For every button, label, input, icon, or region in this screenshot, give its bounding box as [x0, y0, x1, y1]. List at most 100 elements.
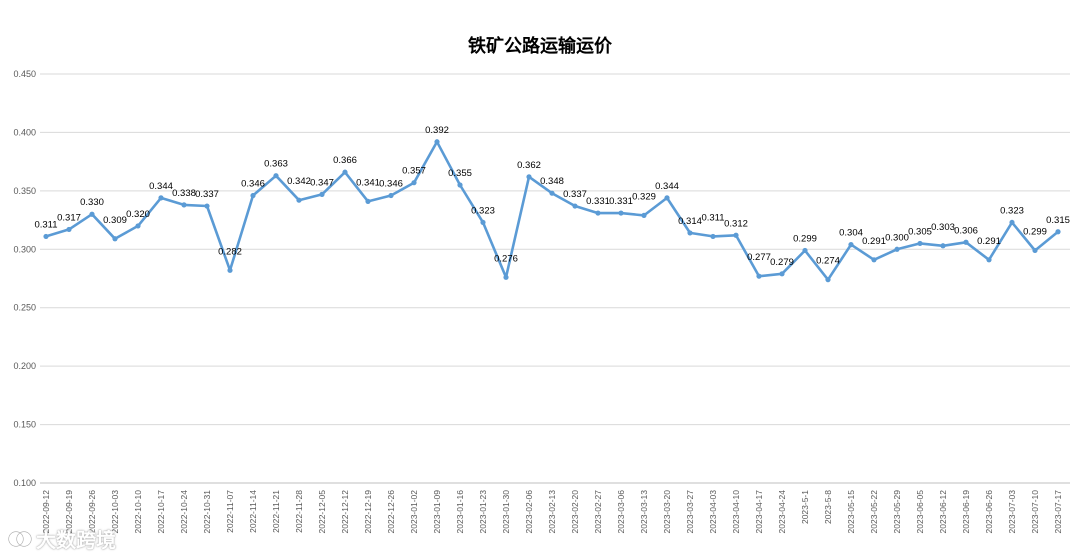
data-point [273, 173, 279, 179]
x-tick-label: 2023-07-10 [1030, 490, 1040, 534]
data-label: 0.299 [793, 233, 817, 244]
x-tick-label: 2023-05-22 [869, 490, 879, 534]
data-label: 0.347 [310, 177, 334, 188]
data-point [204, 203, 210, 209]
y-tick-label: 0.450 [13, 69, 36, 79]
data-point [388, 192, 394, 199]
x-tick-label: 2022-12-12 [340, 490, 350, 534]
x-tick-label: 2023-06-19 [961, 490, 971, 534]
x-tick-label: 2023-01-02 [409, 490, 419, 534]
data-point [1055, 229, 1061, 235]
data-point [250, 192, 256, 199]
data-point [480, 219, 486, 226]
data-label: 0.317 [57, 212, 81, 223]
x-tick-label: 2023-05-29 [892, 490, 902, 534]
data-point [710, 233, 716, 240]
data-point [503, 274, 509, 280]
x-tick-label: 2022-10-31 [202, 490, 212, 534]
x-tick-label: 2023-04-17 [754, 490, 764, 534]
data-label: 0.392 [425, 125, 449, 136]
x-tick-label: 2023-01-23 [478, 490, 488, 534]
data-label: 0.357 [402, 166, 426, 177]
watermark: 大数跨境 [8, 524, 116, 553]
y-axis: 0.100 0.150 0.200 0.250 0.300 0.350 0.400 0.450 [13, 69, 36, 488]
data-label: 0.342 [287, 176, 311, 187]
data-label: 0.279 [770, 257, 794, 268]
data-point [825, 277, 831, 283]
x-tick-label: 2023-03-20 [662, 490, 672, 534]
data-point [917, 240, 923, 247]
data-label: 0.276 [494, 253, 518, 264]
x-tick-label: 2022-11-28 [294, 490, 304, 533]
data-point [319, 191, 325, 197]
x-tick-label: 2022-10-24 [179, 490, 189, 534]
x-tick-label: 2023-07-17 [1053, 490, 1063, 534]
x-tick-label: 2022-09-19 [64, 490, 74, 534]
x-tick-label: 2022-12-05 [317, 490, 327, 534]
x-tick-label: 2022-11-21 [271, 490, 281, 533]
x-tick-label: 2023-01-30 [501, 490, 511, 534]
x-tick-label: 2023-05-15 [846, 490, 856, 534]
x-tick-label: 2022-11-14 [248, 490, 258, 533]
data-point [618, 210, 624, 216]
data-label: 0.341 [356, 177, 380, 188]
data-point [1032, 247, 1038, 254]
series-line-path [45, 140, 1059, 282]
y-tick-label: 0.350 [13, 186, 36, 196]
x-tick-label: 2022-10-03 [110, 490, 120, 534]
data-point [227, 267, 233, 273]
data-point [365, 198, 371, 204]
series-line [43, 139, 1061, 283]
data-point [802, 247, 808, 254]
x-tick-label: 2023-03-06 [616, 490, 626, 534]
data-label: 0.314 [678, 216, 702, 227]
x-tick-label: 2023-04-03 [708, 490, 718, 534]
data-point [526, 174, 532, 180]
data-label: 0.309 [103, 215, 127, 226]
data-label: 0.346 [379, 179, 403, 190]
y-tick-label: 0.150 [13, 420, 36, 430]
data-label: 0.291 [862, 236, 886, 247]
x-tick-label: 2023-07-03 [1007, 490, 1017, 534]
x-tick-label: 2023-04-24 [777, 490, 787, 534]
data-label: 0.337 [563, 189, 587, 200]
x-tick-label: 2023-02-27 [593, 490, 603, 534]
data-point [595, 210, 601, 216]
data-label: 0.312 [724, 218, 748, 229]
gridlines [40, 73, 1070, 484]
x-tick-label: 2022-12-19 [363, 490, 373, 534]
x-tick-label: 2023-01-16 [455, 490, 465, 534]
data-label: 0.311 [34, 219, 57, 230]
data-point [89, 211, 95, 217]
data-label: 0.300 [885, 232, 909, 243]
data-label: 0.348 [540, 176, 564, 187]
x-tick-label: 2023-01-09 [432, 490, 442, 534]
data-point [135, 223, 141, 229]
data-label: 0.362 [517, 160, 541, 171]
data-label: 0.329 [632, 191, 656, 202]
data-label: 0.303 [931, 222, 955, 233]
brand-logo-icon [8, 530, 32, 547]
data-point [871, 257, 877, 263]
data-point [779, 271, 785, 277]
data-point [342, 169, 348, 175]
data-point [641, 212, 647, 218]
data-label: 0.305 [908, 226, 932, 237]
x-tick-label: 2023-03-13 [639, 490, 649, 534]
data-label: 0.323 [471, 205, 495, 216]
data-label: 0.344 [149, 181, 173, 192]
x-tick-label: 2023-02-20 [570, 490, 580, 534]
x-tick-label: 2023-5-8 [823, 490, 833, 524]
data-label: 0.331 [609, 196, 633, 207]
data-point [986, 257, 992, 263]
x-tick-label: 2023-04-10 [731, 490, 741, 534]
data-label: 0.274 [816, 256, 840, 267]
y-tick-label: 0.400 [13, 127, 36, 137]
data-point [894, 246, 900, 252]
data-label: 0.331 [586, 196, 610, 207]
data-label: 0.282 [218, 246, 242, 257]
data-point [112, 236, 118, 242]
x-axis: 2022-09-12 2022-09-19 2022-09-26 2022-10-03… [41, 490, 1063, 534]
data-label: 0.338 [172, 188, 196, 199]
